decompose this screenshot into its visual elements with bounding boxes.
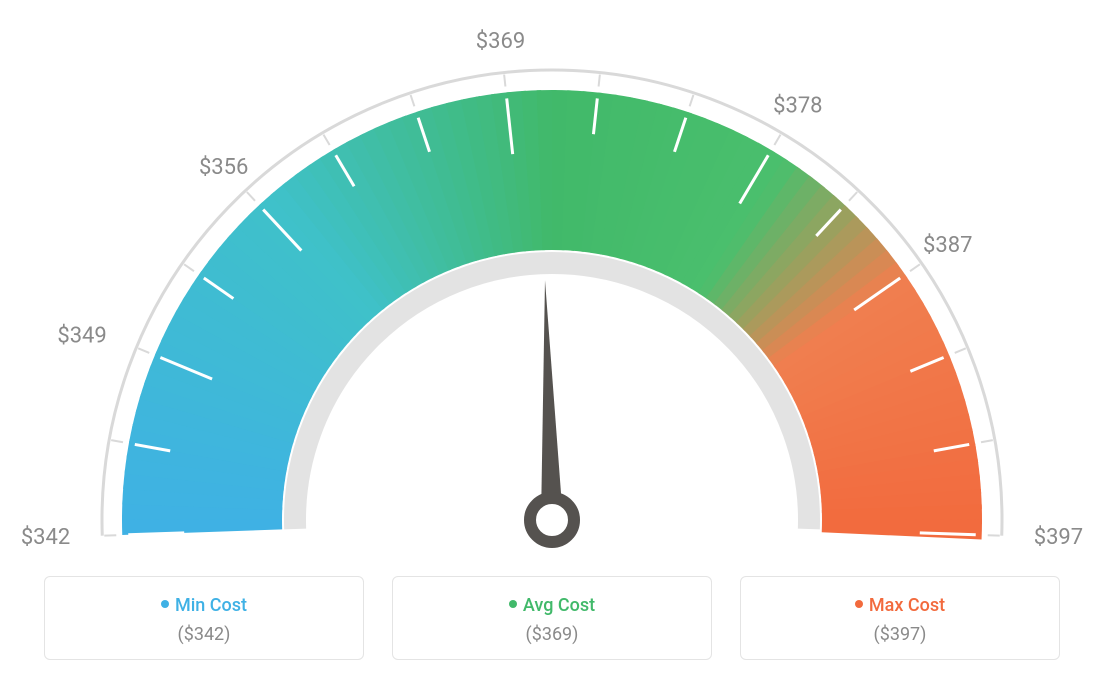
gauge-svg: $342 $349 $356 $369 $378 $387 $397 xyxy=(0,0,1104,560)
gauge-tick-label: $356 xyxy=(199,155,248,180)
gauge-tick xyxy=(920,533,976,535)
legend-max-label: Max Cost xyxy=(869,595,945,616)
legend-max-title: Max Cost xyxy=(751,595,1049,616)
gauge-needle xyxy=(541,280,563,520)
legend-min-dot xyxy=(161,600,169,608)
legend-min-label: Min Cost xyxy=(175,595,247,616)
legend-min-title: Min Cost xyxy=(55,595,353,616)
legend-max: Max Cost ($397) xyxy=(740,576,1060,660)
gauge-needle-hub xyxy=(530,498,574,542)
gauge-chart: $342 $349 $356 $369 $378 $387 $397 xyxy=(0,0,1104,560)
legend-min: Min Cost ($342) xyxy=(44,576,364,660)
gauge-tick-label: $342 xyxy=(21,525,70,550)
gauge-tick-label: $378 xyxy=(773,93,822,118)
legend-row: Min Cost ($342) Avg Cost ($369) Max Cost… xyxy=(0,576,1104,660)
gauge-tick-label: $387 xyxy=(923,233,972,258)
legend-avg-value: ($369) xyxy=(403,624,701,645)
legend-min-value: ($342) xyxy=(55,624,353,645)
legend-max-dot xyxy=(855,600,863,608)
legend-max-value: ($397) xyxy=(751,624,1049,645)
gauge-tick-label: $349 xyxy=(57,323,106,348)
gauge-tick-label: $397 xyxy=(1034,525,1083,550)
gauge-tick-label: $369 xyxy=(476,29,525,54)
legend-avg: Avg Cost ($369) xyxy=(392,576,712,660)
legend-avg-title: Avg Cost xyxy=(403,595,701,616)
legend-avg-dot xyxy=(509,600,517,608)
gauge-tick xyxy=(128,533,184,535)
legend-avg-label: Avg Cost xyxy=(523,595,595,616)
